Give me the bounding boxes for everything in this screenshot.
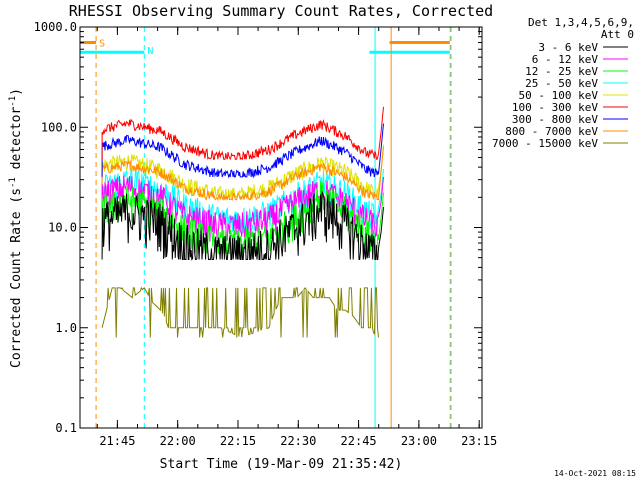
legend-label-7: 800 - 7000 keV	[505, 125, 598, 138]
y-axis-label-sup1: -1	[8, 177, 18, 188]
legend-label-8: 7000 - 15000 keV	[492, 137, 598, 150]
flag-bars: SN	[80, 39, 450, 57]
legend-header-line2: Att 0	[601, 28, 634, 41]
x-axis-label: Start Time (19-Mar-09 21:35:42)	[160, 457, 403, 472]
y-axis-label-sup2: -1	[8, 96, 18, 107]
legend-header-line1: Det 1,3,4,5,6,9,	[528, 16, 634, 29]
y-axis-label-main: Corrected Count Rate (s	[9, 188, 24, 368]
y-axis-label-mid: detector	[9, 107, 24, 178]
legend-label-4: 50 - 100 keV	[519, 89, 599, 102]
x-tick-label-3: 22:30	[280, 434, 316, 448]
x-tick-label-2: 22:15	[220, 434, 256, 448]
x-tick-label-6: 23:15	[461, 434, 497, 448]
y-tick-label-0: 0.1	[55, 421, 77, 435]
legend-label-5: 100 - 300 keV	[512, 101, 598, 114]
x-tick-label-0: 21:45	[99, 434, 135, 448]
y-tick-label-1: 1.0	[55, 321, 77, 335]
legend-label-2: 12 - 25 keV	[525, 65, 598, 78]
y-axis-label: Corrected Count Rate (s-1 detector-1)	[8, 88, 24, 368]
legend-label-1: 6 - 12 keV	[532, 53, 599, 66]
series-line-0	[101, 190, 384, 261]
series-line-5	[101, 106, 384, 161]
series-lines	[101, 106, 384, 338]
x-tick-label-1: 22:00	[160, 434, 196, 448]
saa-flag-label: S	[99, 39, 105, 50]
axes: 0.1 1.0 10.0 100.0 1000.0 21:45 22:00 22:15 22:3…	[34, 20, 498, 448]
series-line-1	[101, 175, 384, 248]
legend-label-0: 3 - 6 keV	[538, 41, 598, 54]
y-tick-label-4: 1000.0	[34, 20, 77, 34]
y-axis-label-end: )	[9, 88, 24, 96]
y-tick-label-3: 100.0	[41, 120, 77, 134]
series-line-7	[101, 146, 384, 202]
chart-title: RHESSI Observing Summary Count Rates, Co…	[69, 2, 493, 20]
legend-label-6: 300 - 800 keV	[512, 113, 598, 126]
night-flag-label: N	[147, 46, 153, 57]
x-tick-label-4: 22:45	[341, 434, 377, 448]
y-tick-label-2: 10.0	[48, 221, 77, 235]
legend-label-3: 25 - 50 keV	[525, 77, 598, 90]
series-line-6	[101, 123, 384, 179]
timestamp: 14-Oct-2021 08:15	[554, 469, 636, 478]
series-line-8	[101, 286, 379, 338]
x-tick-label-5: 23:00	[401, 434, 437, 448]
